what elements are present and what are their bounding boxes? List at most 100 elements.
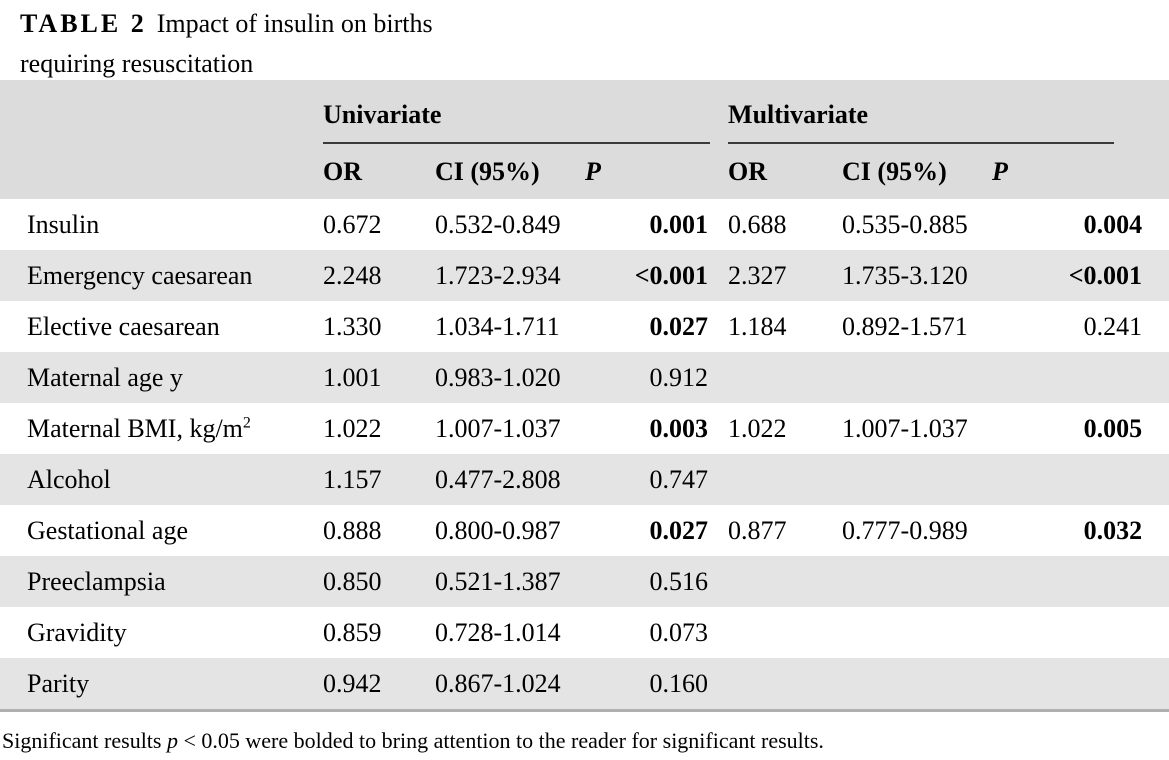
multivariate-p-header: P <box>992 156 1008 186</box>
univariate-ci-cell: 0.867-1.024 <box>415 658 565 712</box>
row-label-text: Elective caesarean <box>27 311 220 341</box>
multivariate-or-cell: 1.022 <box>728 413 787 443</box>
univariate-or-cell: 1.001 <box>323 362 382 392</box>
caption-line-1: TABLE 2 Impact of insulin on births <box>20 4 433 44</box>
multivariate-group-header: Multivariate <box>710 80 1169 144</box>
univariate-or-cell: 0.672 <box>323 209 382 239</box>
multivariate-ci-cell <box>822 556 972 607</box>
univariate-ci-cell: 1.034-1.711 <box>435 311 560 341</box>
row-label: Maternal age y <box>0 352 303 403</box>
header-empty-cell <box>0 80 303 144</box>
multivariate-p-cell: 0.032 <box>1083 515 1143 545</box>
univariate-ci-cell: 0.521-1.387 <box>435 566 561 596</box>
multivariate-or-cell <box>710 454 822 505</box>
row-label: Elective caesarean <box>0 301 303 352</box>
results-table-container: Univariate Multivariate OR CI (95%) P OR… <box>0 80 1169 712</box>
row-label-text: Insulin <box>27 209 100 239</box>
row-label-text: Maternal BMI, kg/m <box>27 413 243 443</box>
multivariate-p-cell <box>972 352 1169 403</box>
row-label-text: Preeclampsia <box>27 566 166 596</box>
univariate-or-cell: 0.859 <box>323 617 382 647</box>
multivariate-ci-cell <box>822 607 972 658</box>
table-footnote: Significant results p < 0.05 were bolded… <box>2 728 824 754</box>
univariate-p-cell: 0.160 <box>565 658 711 712</box>
univariate-ci-cell: 0.728-1.014 <box>435 617 561 647</box>
multivariate-or-header: OR <box>728 156 768 186</box>
univariate-ci-cell: 0.477-2.808 <box>435 464 561 494</box>
univariate-ci-header: CI (95%) <box>435 156 540 186</box>
multivariate-or-cell <box>710 658 823 712</box>
univariate-p-cell: 0.073 <box>649 617 709 647</box>
univariate-p-cell: 0.027 <box>649 515 709 545</box>
multivariate-p-cell <box>972 658 1169 712</box>
univariate-or-cell: 0.850 <box>323 566 382 596</box>
table-row: Parity 0.942 0.867-1.024 0.160 <box>0 658 1169 712</box>
multivariate-p-cell: 0.004 <box>1083 209 1143 239</box>
row-label: Insulin <box>0 199 303 250</box>
univariate-or-header: OR <box>323 156 362 186</box>
table-row: Elective caesarean 1.330 1.034-1.711 0.027 1… <box>0 301 1169 352</box>
multivariate-ci-header: CI (95%) <box>842 156 947 186</box>
univariate-p-header: P <box>585 156 601 186</box>
table-row: Preeclampsia 0.850 0.521-1.387 0.516 <box>0 556 1169 607</box>
univariate-p-cell: 0.747 <box>649 464 709 494</box>
row-label-text: Alcohol <box>27 464 111 494</box>
multivariate-or-cell: 0.877 <box>728 515 787 545</box>
caption-title: Impact of insulin on births <box>156 9 433 38</box>
footnote-text-start: Significant results <box>2 728 167 753</box>
multivariate-ci-cell: 0.892-1.571 <box>842 311 968 341</box>
univariate-or-cell: 2.248 <box>323 260 382 290</box>
multivariate-ci-cell <box>822 658 973 712</box>
multivariate-group-label: Multivariate <box>728 100 1115 144</box>
multivariate-ci-cell: 0.777-0.989 <box>842 515 968 545</box>
row-label: Gravidity <box>0 607 303 658</box>
univariate-ci-cell: 1.007-1.037 <box>435 413 561 443</box>
univariate-p-cell: <0.001 <box>634 260 709 290</box>
table-row: Maternal BMI, kg/m2 1.022 1.007-1.037 0.003… <box>0 403 1169 454</box>
row-label-text: Emergency caesarean <box>27 260 253 290</box>
footnote-text-end: < 0.05 were bolded to bring attention to… <box>177 728 824 753</box>
row-label-superscript: 2 <box>242 413 251 431</box>
row-label: Gestational age <box>0 505 303 556</box>
table-row: Insulin 0.672 0.532-0.849 0.001 0.688 0.535-0… <box>0 199 1169 250</box>
univariate-or-cell: 1.157 <box>323 464 382 494</box>
multivariate-or-cell: 0.688 <box>728 209 787 239</box>
table-label: TABLE 2 <box>20 9 147 38</box>
univariate-group-header: Univariate <box>303 80 710 144</box>
table-row: Gestational age 0.888 0.800-0.987 0.027 0.87… <box>0 505 1169 556</box>
univariate-ci-cell: 1.723-2.934 <box>435 260 561 290</box>
row-label-text: Gravidity <box>27 617 127 647</box>
multivariate-ci-cell <box>822 454 972 505</box>
multivariate-p-cell: <0.001 <box>1068 260 1143 290</box>
table-row: Emergency caesarean 2.248 1.723-2.934 <0.00… <box>0 250 1169 301</box>
multivariate-ci-cell: 1.735-3.120 <box>842 260 968 290</box>
multivariate-p-cell: 0.005 <box>1083 413 1143 443</box>
multivariate-ci-cell: 1.007-1.037 <box>842 413 968 443</box>
row-label: Preeclampsia <box>0 556 303 607</box>
table-header: Univariate Multivariate OR CI (95%) P OR… <box>0 80 1169 199</box>
multivariate-or-cell: 2.327 <box>728 260 787 290</box>
univariate-or-cell: 1.330 <box>323 311 382 341</box>
multivariate-or-cell <box>710 352 822 403</box>
multivariate-or-cell <box>710 556 822 607</box>
univariate-ci-cell: 0.800-0.987 <box>435 515 561 545</box>
multivariate-p-cell <box>972 454 1169 505</box>
univariate-p-cell: 0.001 <box>649 209 709 239</box>
univariate-p-cell: 0.003 <box>649 413 709 443</box>
univariate-p-cell: 0.912 <box>649 362 709 392</box>
univariate-or-cell: 0.942 <box>303 658 415 712</box>
footnote-p-variable: p <box>166 728 178 753</box>
row-label-text: Parity <box>27 668 90 698</box>
univariate-or-cell: 0.888 <box>323 515 382 545</box>
results-table: Univariate Multivariate OR CI (95%) P OR… <box>0 80 1169 712</box>
multivariate-p-cell <box>972 556 1169 607</box>
multivariate-ci-cell <box>822 352 972 403</box>
group-header-row: Univariate Multivariate <box>0 80 1169 144</box>
multivariate-p-cell <box>972 607 1169 658</box>
table-caption: TABLE 2 Impact of insulin on births requi… <box>20 4 433 84</box>
row-label: Parity <box>0 658 303 712</box>
table-row: Gravidity 0.859 0.728-1.014 0.073 <box>0 607 1169 658</box>
multivariate-or-cell <box>710 607 822 658</box>
table-body: Insulin 0.672 0.532-0.849 0.001 0.688 0.535-0… <box>0 199 1169 712</box>
row-label: Maternal BMI, kg/m2 <box>0 403 303 454</box>
